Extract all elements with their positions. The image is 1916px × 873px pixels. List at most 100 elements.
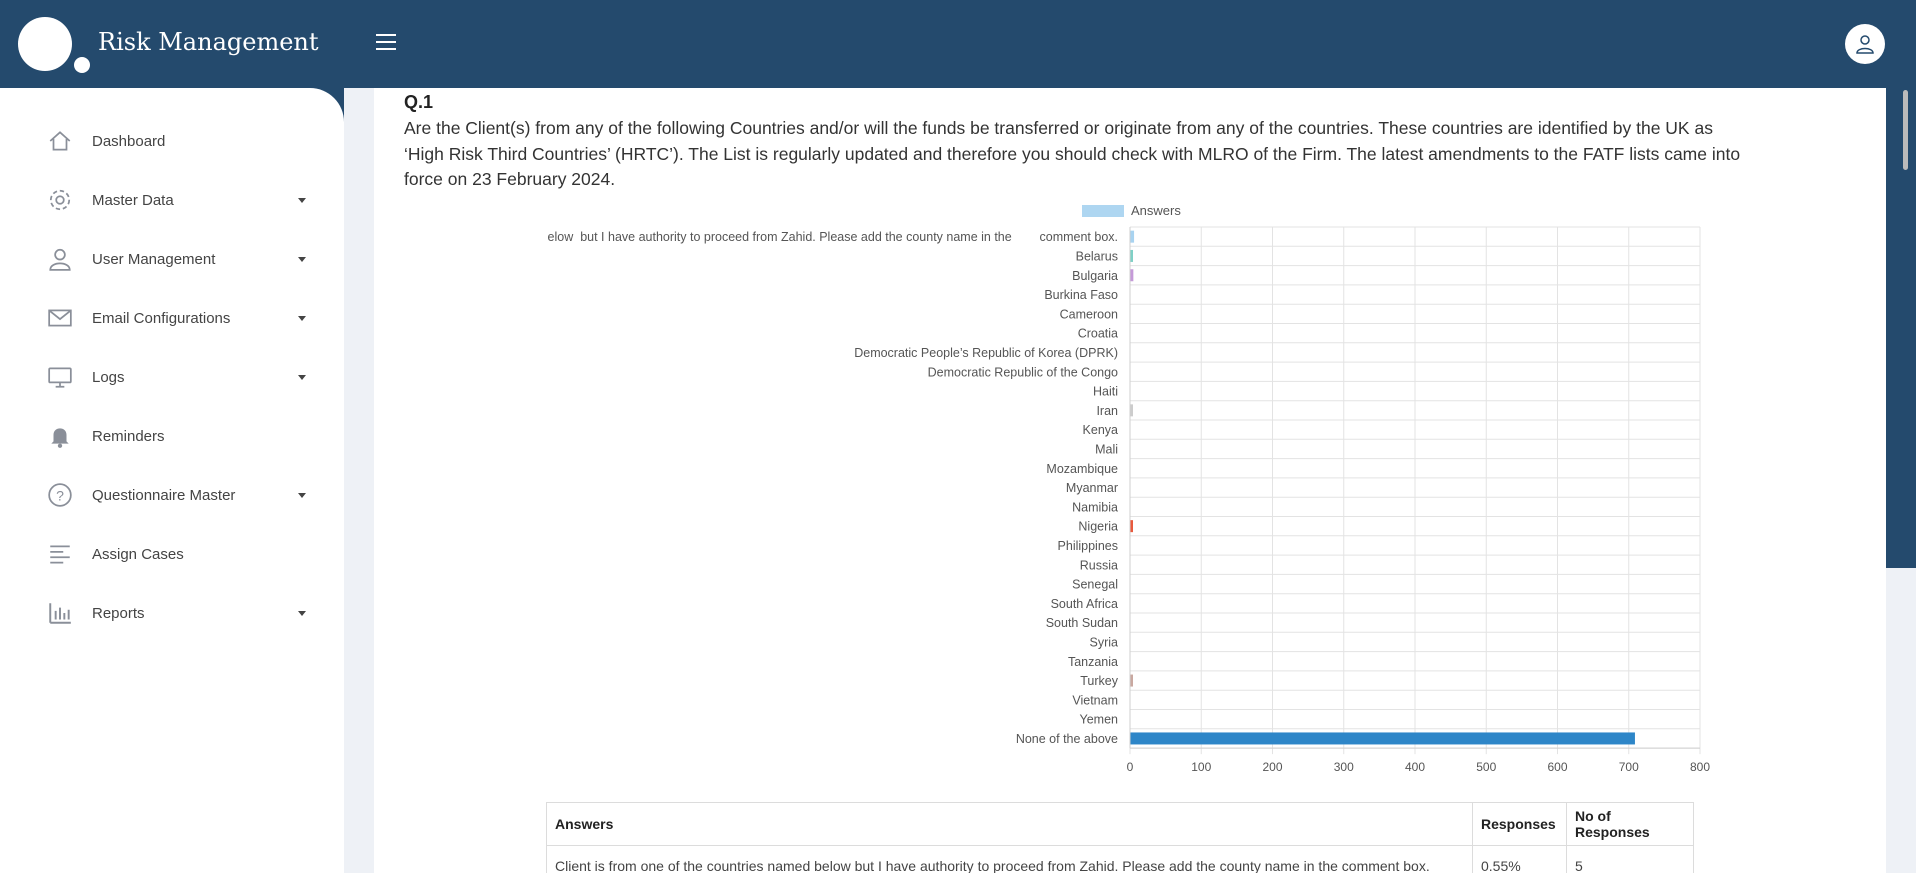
y-tick-label: elow but I have authority to proceed fro… [548, 230, 1118, 244]
monitor-icon [46, 363, 74, 391]
y-tick-label: Tanzania [1068, 655, 1118, 669]
y-tick-label: Myanmar [1066, 481, 1118, 495]
user-icon [1856, 35, 1874, 54]
y-tick-label: None of the above [1016, 732, 1118, 746]
menu-toggle-icon[interactable] [376, 34, 396, 52]
y-tick-label: Yemen [1080, 713, 1119, 727]
x-tick-label: 200 [1262, 760, 1282, 774]
y-tick-label: Turkey [1080, 674, 1118, 688]
header-band-right [1880, 88, 1916, 568]
bell-icon [46, 422, 74, 450]
question-text: Are the Client(s) from any of the follow… [404, 118, 1741, 189]
y-tick-label: Belarus [1076, 249, 1118, 263]
app-title: Risk Management [98, 28, 319, 56]
y-tick-label: Mozambique [1046, 462, 1118, 476]
y-tick-label: Philippines [1058, 539, 1118, 553]
sidebar-item-email-configurations[interactable]: Email Configurations [0, 296, 344, 340]
y-tick-label: Haiti [1093, 385, 1118, 399]
col-answers-header: Answers [546, 802, 1473, 846]
y-tick-label: Bulgaria [1072, 269, 1118, 283]
y-tick-label: Iran [1096, 404, 1118, 418]
sidebar-item-label: Logs [92, 368, 125, 386]
x-tick-label: 0 [1127, 760, 1134, 774]
chevron-down-icon [298, 197, 306, 203]
response-count-cell: 5 [1566, 845, 1694, 873]
sidebar-item-label: Assign Cases [92, 545, 184, 563]
y-tick-label: Burkina Faso [1044, 288, 1118, 302]
chevron-down-icon [298, 374, 306, 380]
mail-icon [46, 304, 74, 332]
home-icon [46, 127, 74, 155]
legend-swatch [1082, 205, 1124, 217]
sidebar-item-master-data[interactable]: Master Data [0, 178, 344, 222]
x-tick-label: 700 [1619, 760, 1639, 774]
svg-text:?: ? [56, 487, 64, 503]
bar [1130, 230, 1135, 243]
bar [1130, 404, 1133, 417]
sidebar-item-reports[interactable]: Reports [0, 591, 344, 635]
x-tick-label: 400 [1405, 760, 1425, 774]
legend-label: Answers [1131, 203, 1181, 218]
response-percent-cell: 0.55% [1472, 845, 1567, 873]
y-tick-label: South Sudan [1046, 616, 1118, 630]
sidebar-item-questionnaire-master[interactable]: ? Questionnaire Master [0, 473, 344, 517]
user-icon [46, 245, 74, 273]
y-tick-label: Democratic Republic of the Congo [928, 365, 1118, 379]
sidebar-item-label: Reminders [92, 427, 165, 445]
y-tick-label: Nigeria [1078, 520, 1118, 534]
sidebar-item-label: Master Data [92, 191, 174, 209]
y-tick-label: Cameroon [1060, 307, 1118, 321]
bar [1130, 674, 1133, 687]
logo-dot [74, 57, 90, 73]
sidebar-item-label: Questionnaire Master [92, 486, 236, 504]
x-tick-label: 300 [1334, 760, 1354, 774]
question-icon: ? [46, 481, 74, 509]
gear-icon [46, 186, 74, 214]
table-row: Client is from one of the countries name… [546, 845, 1694, 873]
scrollbar-thumb[interactable] [1903, 90, 1908, 170]
col-responses-header: Responses [1472, 802, 1567, 846]
chevron-down-icon [298, 492, 306, 498]
answers-bar-chart: Answers 0 100 200 300 400 500 600 700 800 elow but… [548, 203, 1711, 774]
sidebar-item-user-management[interactable]: User Management [0, 237, 344, 281]
y-tick-label: Vietnam [1072, 693, 1118, 707]
align-left-icon [46, 540, 74, 568]
user-avatar-button[interactable] [1845, 24, 1885, 64]
y-tick-label: Namibia [1072, 500, 1118, 514]
chevron-down-icon [298, 256, 306, 262]
chevron-down-icon [298, 610, 306, 616]
sidebar-item-label: Email Configurations [92, 309, 231, 327]
y-tick-label: Democratic People’s Republic of Korea (D… [854, 346, 1118, 360]
sidebar: Dashboard Master Data User Management Email… [0, 88, 344, 873]
bar [1130, 732, 1635, 745]
y-tick-label: Syria [1090, 635, 1119, 649]
top-navbar: Risk Management [0, 0, 1916, 88]
question-number: Q.1 [404, 92, 434, 112]
answer-cell: Client is from one of the countries name… [546, 845, 1473, 873]
answers-table: Answers Responses No of Responses Client… [546, 802, 1694, 873]
x-tick-label: 100 [1191, 760, 1211, 774]
sidebar-item-assign-cases[interactable]: Assign Cases [0, 532, 344, 576]
sidebar-item-label: Dashboard [92, 132, 166, 150]
bar [1130, 249, 1133, 262]
sidebar-item-dashboard[interactable]: Dashboard [0, 119, 344, 163]
x-tick-label: 800 [1690, 760, 1710, 774]
sidebar-item-label: Reports [92, 604, 145, 622]
bar [1130, 269, 1134, 282]
y-tick-label: Croatia [1078, 327, 1118, 341]
y-tick-label: South Africa [1051, 597, 1118, 611]
x-tick-label: 600 [1547, 760, 1567, 774]
sidebar-item-reminders[interactable]: Reminders [0, 414, 344, 458]
y-tick-label: Kenya [1083, 423, 1118, 437]
logo [18, 17, 72, 71]
sidebar-item-logs[interactable]: Logs [0, 355, 344, 399]
y-tick-label: Senegal [1072, 578, 1118, 592]
main-content: Q.1 Are the Client(s) from any of the fo… [374, 88, 1886, 873]
col-count-header: No of Responses [1566, 802, 1694, 846]
bar-chart-icon [46, 599, 74, 627]
bar [1130, 520, 1133, 533]
scrollbar[interactable] [1901, 88, 1910, 873]
sidebar-item-label: User Management [92, 250, 216, 268]
y-tick-label: Russia [1080, 558, 1118, 572]
y-tick-label: Mali [1095, 442, 1118, 456]
